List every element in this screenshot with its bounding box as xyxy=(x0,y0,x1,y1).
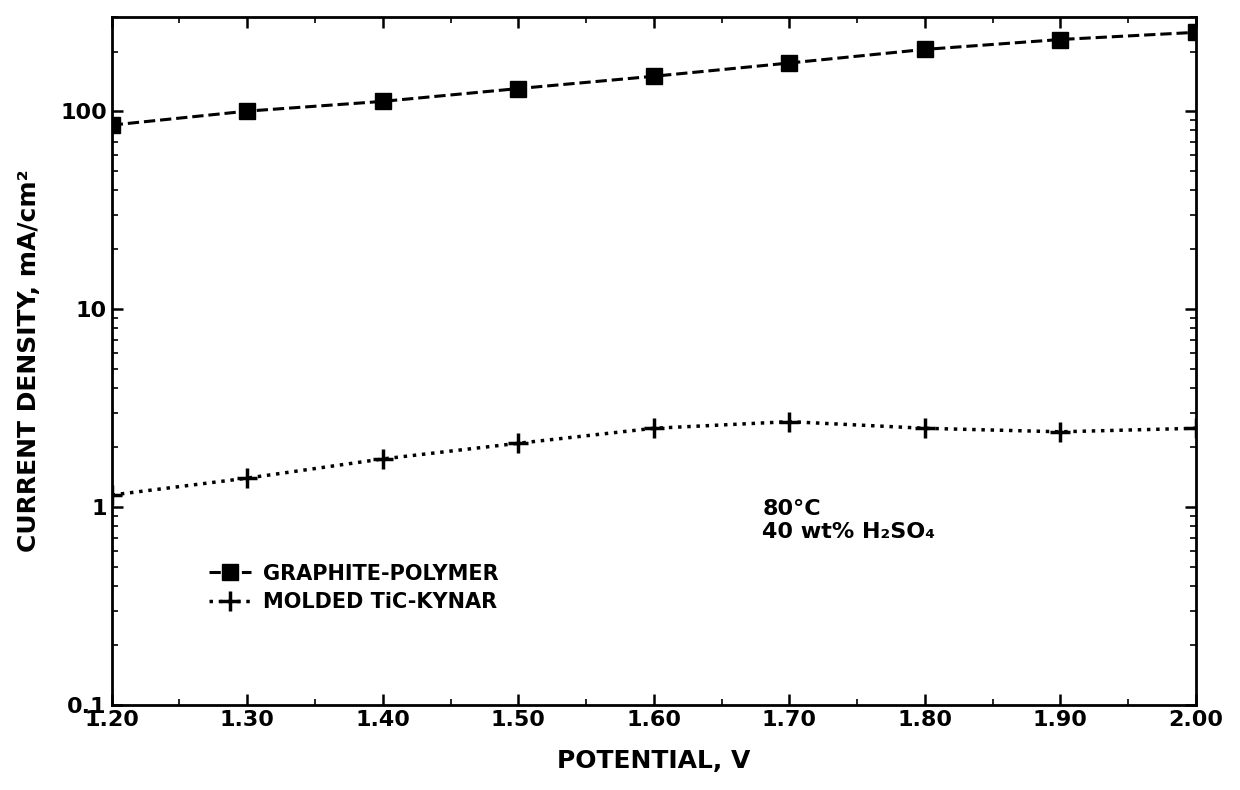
MOLDED TiC-KYNAR xyxy=(239,473,254,483)
GRAPHITE-POLYMER xyxy=(646,72,661,81)
GRAPHITE-POLYMER xyxy=(239,107,254,116)
MOLDED TiC-KYNAR xyxy=(782,417,797,427)
GRAPHITE-POLYMER xyxy=(104,120,119,130)
GRAPHITE-POLYMER xyxy=(376,96,391,106)
GRAPHITE-POLYMER xyxy=(511,84,526,93)
GRAPHITE-POLYMER xyxy=(918,45,932,55)
MOLDED TiC-KYNAR xyxy=(1188,423,1203,433)
MOLDED TiC-KYNAR xyxy=(646,423,661,433)
X-axis label: POTENTIAL, V: POTENTIAL, V xyxy=(557,750,750,773)
MOLDED TiC-KYNAR xyxy=(918,423,932,433)
GRAPHITE-POLYMER xyxy=(782,58,797,68)
MOLDED TiC-KYNAR xyxy=(376,454,391,464)
MOLDED TiC-KYNAR xyxy=(104,491,119,500)
Y-axis label: CURRENT DENSITY, mA/cm²: CURRENT DENSITY, mA/cm² xyxy=(16,170,41,552)
Line: MOLDED TiC-KYNAR: MOLDED TiC-KYNAR xyxy=(102,412,1205,505)
GRAPHITE-POLYMER xyxy=(1053,35,1068,44)
MOLDED TiC-KYNAR xyxy=(511,438,526,448)
Legend: GRAPHITE-POLYMER, MOLDED TiC-KYNAR: GRAPHITE-POLYMER, MOLDED TiC-KYNAR xyxy=(208,564,498,612)
MOLDED TiC-KYNAR xyxy=(1053,427,1068,437)
GRAPHITE-POLYMER xyxy=(1188,28,1203,37)
Text: 80°C
40 wt% H₂SO₄: 80°C 40 wt% H₂SO₄ xyxy=(763,498,935,542)
Line: GRAPHITE-POLYMER: GRAPHITE-POLYMER xyxy=(104,24,1204,133)
